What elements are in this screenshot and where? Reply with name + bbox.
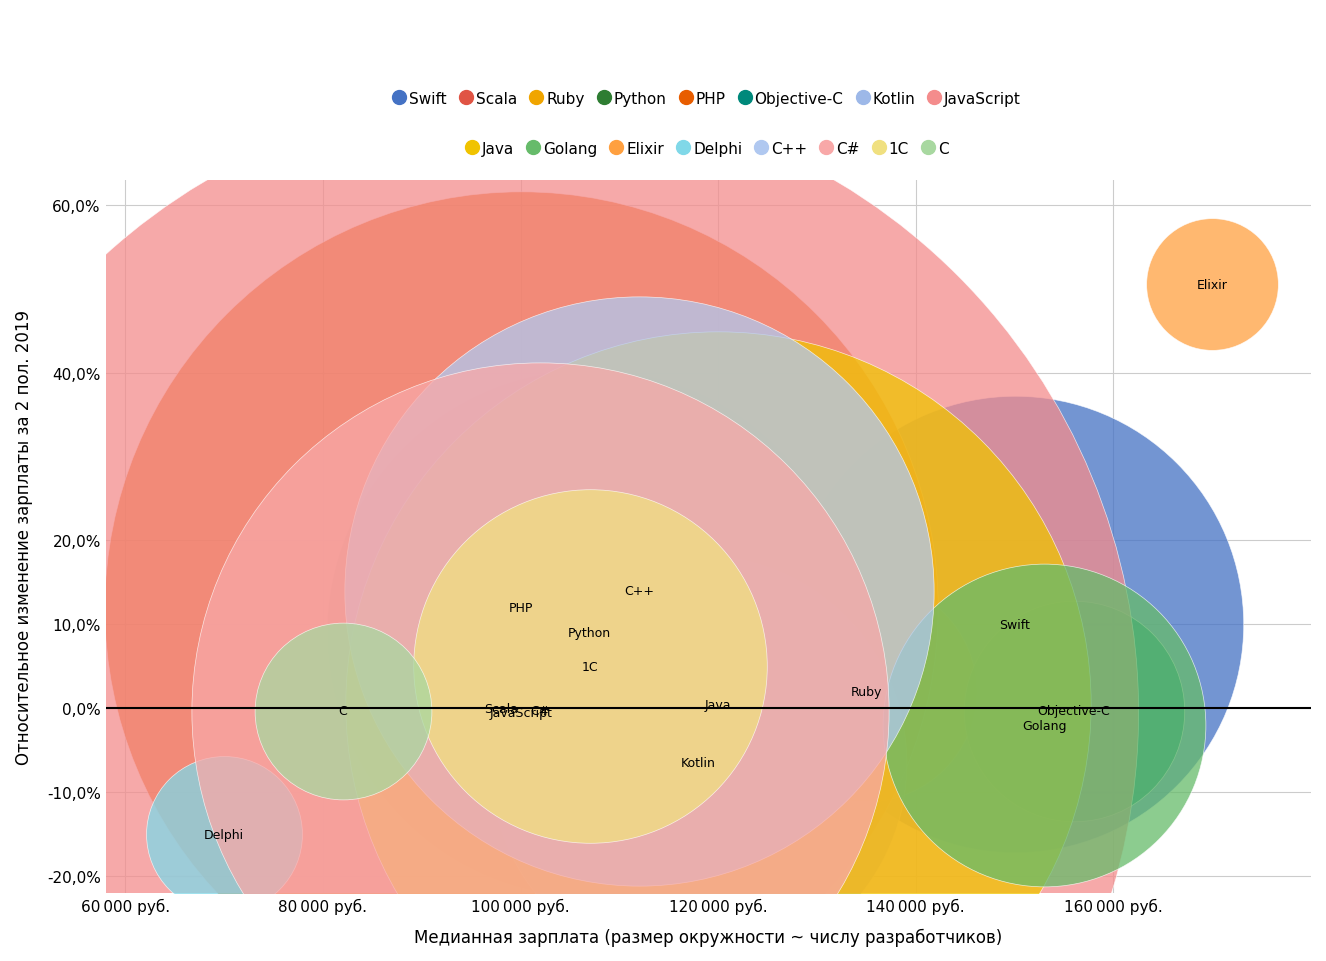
Text: Elixir: Elixir bbox=[1197, 279, 1228, 291]
Point bbox=[1063, 703, 1085, 719]
Text: Golang: Golang bbox=[1022, 719, 1066, 731]
Text: C#: C# bbox=[530, 704, 550, 718]
Text: Kotlin: Kotlin bbox=[682, 756, 716, 770]
Point bbox=[530, 703, 552, 719]
X-axis label: Медианная зарплата (размер окружности ~ числу разработчиков): Медианная зарплата (размер окружности ~ … bbox=[414, 927, 1002, 946]
Text: Scala: Scala bbox=[484, 702, 518, 715]
Text: Delphi: Delphi bbox=[204, 827, 244, 841]
Point bbox=[708, 697, 729, 712]
Point bbox=[688, 755, 709, 771]
Point bbox=[511, 601, 532, 616]
Text: C++: C++ bbox=[625, 584, 654, 598]
Text: JavaScript: JavaScript bbox=[489, 706, 552, 719]
Y-axis label: Относительное изменение зарплаты за 2 пол. 2019: Относительное изменение зарплаты за 2 по… bbox=[15, 309, 33, 764]
Text: Python: Python bbox=[568, 627, 611, 640]
Point bbox=[1004, 617, 1025, 632]
Point bbox=[213, 826, 235, 842]
Point bbox=[629, 583, 650, 599]
Point bbox=[491, 701, 512, 716]
Text: 1C: 1C bbox=[581, 660, 598, 673]
Text: PHP: PHP bbox=[508, 602, 533, 614]
Point bbox=[1201, 278, 1223, 293]
Point bbox=[855, 684, 876, 700]
Text: Java: Java bbox=[705, 698, 732, 711]
Text: C: C bbox=[338, 704, 347, 718]
Text: Objective-C: Objective-C bbox=[1037, 704, 1110, 718]
Point bbox=[1034, 718, 1055, 733]
Point bbox=[579, 659, 601, 675]
Point bbox=[332, 703, 353, 719]
Legend: Java, Golang, Elixir, Delphi, C++, C#, 1C, C: Java, Golang, Elixir, Delphi, C++, C#, 1… bbox=[468, 141, 948, 157]
Text: Swift: Swift bbox=[1000, 618, 1030, 631]
Text: Ruby: Ruby bbox=[851, 685, 882, 699]
Point bbox=[579, 626, 601, 641]
Point bbox=[511, 705, 532, 721]
